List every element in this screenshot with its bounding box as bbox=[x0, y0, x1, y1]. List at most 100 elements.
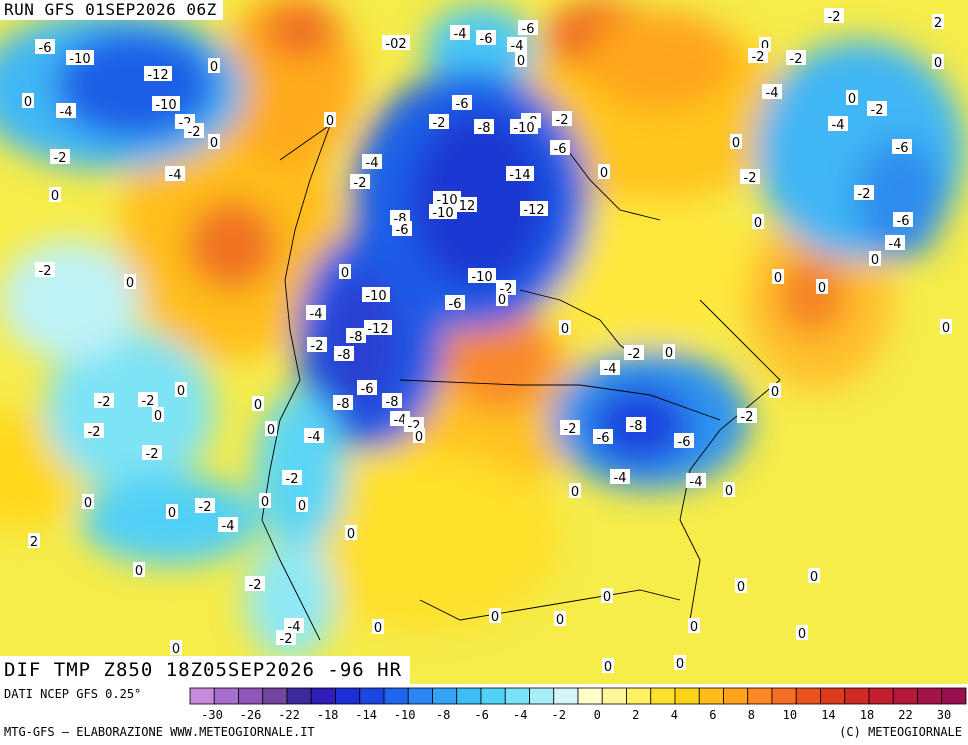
colorbar-box bbox=[480, 687, 506, 705]
contour-label: -2 bbox=[138, 392, 158, 409]
contour-label-text: 0 bbox=[676, 657, 684, 672]
contour-label-box bbox=[602, 658, 614, 673]
contour-label-box bbox=[252, 396, 264, 411]
contour-label-box bbox=[737, 408, 757, 423]
contour-label: 0 bbox=[808, 568, 820, 585]
contour-label-box bbox=[450, 25, 470, 40]
contour-label-text: -2 bbox=[858, 187, 871, 202]
colorbar-tick-label: 0 bbox=[594, 708, 601, 722]
contour-label-box bbox=[816, 279, 828, 294]
contour-label-text: -10 bbox=[432, 206, 453, 221]
contour-label-box bbox=[550, 140, 570, 155]
contour-label-text: 0 bbox=[818, 281, 826, 296]
contour-label-box bbox=[138, 392, 158, 407]
colorbar-box bbox=[359, 687, 385, 705]
contour-label: 0 bbox=[496, 291, 508, 308]
contour-label: 2 bbox=[28, 533, 40, 550]
contour-label-box bbox=[489, 608, 501, 623]
contour-label-text: -6 bbox=[522, 22, 535, 37]
contour-label-text: -4 bbox=[690, 475, 703, 490]
contour-label-text: 0 bbox=[732, 136, 740, 151]
contour-label-text: -2 bbox=[311, 339, 324, 354]
contour-label-text: 0 bbox=[556, 613, 564, 628]
contour-label-text: 0 bbox=[690, 620, 698, 635]
contour-label-text: 0 bbox=[774, 271, 782, 286]
colorbar-box bbox=[723, 687, 749, 705]
colorbar: -30 -26 -22 -18 -14 -10 -8 -6 -4 -2 0 2 4 6 8 10 14 18 22 3… bbox=[189, 687, 967, 722]
contour-label: -4 bbox=[165, 166, 185, 183]
contour-label: -4 bbox=[362, 154, 382, 171]
contour-label: 0 bbox=[265, 421, 277, 438]
contour-label-text: 0 bbox=[154, 409, 162, 424]
contour-label: -4 bbox=[600, 360, 620, 377]
contour-label-text: -4 bbox=[366, 156, 379, 171]
contour-label-box bbox=[854, 185, 874, 200]
contour-label-box bbox=[392, 221, 412, 236]
contour-label: -6 bbox=[476, 30, 496, 47]
contour-label-text: 0 bbox=[51, 189, 59, 204]
contour-label: 0 bbox=[559, 320, 571, 337]
contour-label: -6 bbox=[893, 212, 913, 229]
contour-label: -2 bbox=[429, 114, 449, 131]
contour-label: 0 bbox=[133, 562, 145, 579]
contour-label-box bbox=[82, 494, 94, 509]
contour-label-text: -2 bbox=[286, 472, 299, 487]
colorbar-tick-label: -8 bbox=[436, 708, 450, 722]
contour-label-box bbox=[772, 269, 784, 284]
contour-label-text: -2 bbox=[249, 578, 262, 593]
contour-label-box bbox=[752, 214, 764, 229]
contour-label-box bbox=[445, 295, 465, 310]
contour-label-text: -4 bbox=[222, 519, 235, 534]
contour-label-text: 0 bbox=[126, 276, 134, 291]
contour-label-box bbox=[808, 568, 820, 583]
contour-label-box bbox=[748, 48, 768, 63]
contour-label-box bbox=[452, 95, 472, 110]
contour-label-text: 0 bbox=[754, 216, 762, 231]
contour-label: 0 bbox=[22, 93, 34, 110]
contour-label: 2 bbox=[932, 14, 944, 31]
contour-label-layer: -6-10-12-100-40-2-20-2-400-02-4-6-6-40-6… bbox=[22, 8, 952, 675]
contour-label-box bbox=[382, 35, 410, 50]
contour-label: -12 bbox=[520, 201, 548, 218]
contour-label-text: -2 bbox=[54, 151, 67, 166]
contour-label-text: -2 bbox=[433, 116, 446, 131]
contour-label: -2 bbox=[245, 576, 265, 593]
contour-label-text: -2 bbox=[628, 347, 641, 362]
contour-label: -10 bbox=[66, 50, 94, 67]
contour-label-text: -2 bbox=[39, 264, 52, 279]
colorbar-box bbox=[892, 687, 918, 705]
contour-label-box bbox=[932, 54, 944, 69]
contour-label: 0 bbox=[816, 279, 828, 296]
colorbar-box bbox=[601, 687, 627, 705]
contour-label: 0 bbox=[259, 493, 271, 510]
contour-label: -2 bbox=[307, 337, 327, 354]
contour-label-box bbox=[304, 428, 324, 443]
contour-label-text: -10 bbox=[365, 289, 386, 304]
colorbar-tick-label: -18 bbox=[317, 708, 339, 722]
contour-label: -2 bbox=[867, 101, 887, 118]
contour-label-box bbox=[346, 328, 366, 343]
contour-label: 0 bbox=[124, 274, 136, 291]
colorbar-box bbox=[795, 687, 821, 705]
contour-label-text: -2 bbox=[354, 176, 367, 191]
contour-label-text: -4 bbox=[60, 105, 73, 120]
contour-label-box bbox=[869, 251, 881, 266]
contour-label-text: -4 bbox=[766, 86, 779, 101]
contour-label-text: 0 bbox=[934, 56, 942, 71]
contour-label-text: -8 bbox=[338, 348, 351, 363]
contour-label-box bbox=[84, 423, 104, 438]
contour-label-box bbox=[66, 50, 94, 65]
contour-label: -4 bbox=[762, 84, 782, 101]
contour-label: 0 bbox=[735, 578, 747, 595]
contour-label-text: -2 bbox=[98, 395, 111, 410]
contour-label: -8 bbox=[334, 346, 354, 363]
contour-label-text: -2 bbox=[146, 447, 159, 462]
contour-label-text: -10 bbox=[471, 270, 492, 285]
colorbar-box bbox=[383, 687, 409, 705]
contour-label: 0 bbox=[940, 319, 952, 336]
contour-label-text: 0 bbox=[517, 54, 525, 69]
contour-label: -6 bbox=[452, 95, 472, 112]
contour-label: -8 bbox=[333, 395, 353, 412]
contour-label-text: -2 bbox=[741, 410, 754, 425]
contour-label-text: -6 bbox=[449, 297, 462, 312]
